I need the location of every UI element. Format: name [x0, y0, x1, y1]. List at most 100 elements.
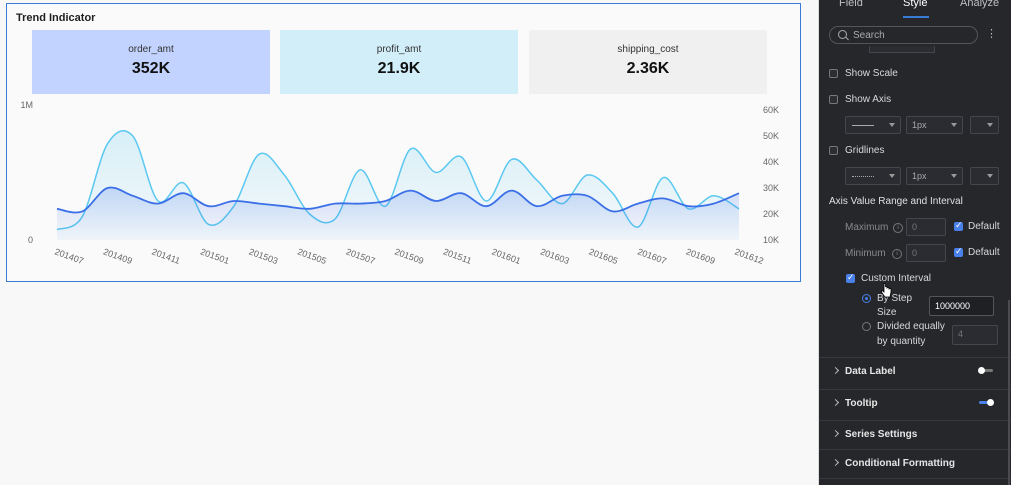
- x-axis-tick: 201601: [490, 246, 522, 266]
- x-axis-tick: 201507: [345, 246, 377, 266]
- toggle-knob: [987, 399, 994, 406]
- x-axis-tick: 201505: [296, 246, 328, 266]
- axis-range-title: Axis Value Range and Interval: [829, 196, 963, 207]
- left-axis-tick: 1M: [20, 100, 33, 110]
- kpi-value: 352K: [131, 60, 171, 77]
- x-axis-tick: 201407: [53, 246, 85, 266]
- chevron-right-icon: [831, 429, 840, 438]
- kpi-profit-amt[interactable]: profit_amt 21.9K: [280, 30, 518, 94]
- maximum-input[interactable]: 0: [906, 218, 946, 236]
- minimum-input[interactable]: 0: [906, 244, 946, 262]
- custom-interval-label: Custom Interval: [861, 273, 932, 284]
- by-step-label-2: Size: [877, 307, 897, 318]
- step-size-input[interactable]: 1000000: [929, 296, 994, 316]
- x-axis-tick: 201511: [442, 246, 473, 265]
- chevron-down-icon: [987, 174, 993, 178]
- right-axis-tick: 30K: [763, 183, 779, 193]
- right-axis-tick: 20K: [763, 209, 779, 219]
- right-axis-tick: 60K: [763, 105, 779, 115]
- section-label: Series Settings: [845, 429, 918, 440]
- maximum-default-checkbox[interactable]: [954, 220, 963, 231]
- chevron-right-icon: [831, 398, 840, 407]
- hand-cursor-icon: [881, 283, 892, 298]
- section-divider: [819, 478, 1011, 479]
- gridline-style-select[interactable]: [845, 167, 901, 185]
- kpi-value: 2.36K: [626, 60, 670, 77]
- data-label-toggle[interactable]: [978, 367, 993, 374]
- chevron-down-icon: [987, 123, 993, 127]
- style-settings-panel: Field Style Analyze Search ⋮ Show Scale …: [819, 0, 1011, 485]
- tab-field[interactable]: Field: [839, 0, 863, 9]
- x-axis-tick: 201409: [102, 246, 134, 266]
- chevron-down-icon: [951, 123, 957, 127]
- section-series-settings[interactable]: Series Settings: [819, 420, 1011, 450]
- maximum-label: Maximum: [845, 222, 889, 233]
- minimum-label: Minimum: [845, 248, 886, 259]
- select-value: 1px: [912, 120, 927, 130]
- right-axis-tick: 50K: [763, 131, 779, 141]
- chevron-down-icon: [889, 174, 895, 178]
- toggle-knob: [978, 367, 985, 374]
- partial-select[interactable]: [869, 46, 935, 53]
- gridline-width-select[interactable]: 1px: [906, 167, 963, 185]
- section-label: Data Label: [845, 366, 896, 377]
- search-icon: [838, 30, 847, 39]
- gridline-color-select[interactable]: [970, 167, 999, 185]
- show-scale-label: Show Scale: [845, 68, 898, 79]
- quantity-input[interactable]: 4: [952, 325, 998, 345]
- x-axis-tick: 201411: [150, 246, 181, 265]
- chevron-down-icon: [889, 123, 895, 127]
- axis-line-width-select[interactable]: 1px: [906, 116, 963, 134]
- kpi-order-amt[interactable]: order_amt 352K: [32, 30, 270, 94]
- card-title: Trend Indicator: [16, 12, 96, 24]
- x-axis-tick: 201503: [248, 246, 280, 266]
- trend-line-chart[interactable]: 1M 0 60K 50K 40K 30K 20K 10K 201407 201409 20141…: [7, 96, 800, 281]
- search-box[interactable]: Search: [829, 26, 978, 44]
- show-axis-checkbox[interactable]: [829, 95, 838, 104]
- step-size-value: 1000000: [935, 301, 971, 311]
- divided-equally-radio[interactable]: [862, 322, 871, 331]
- more-options-icon[interactable]: ⋮: [986, 28, 997, 40]
- dotted-line-icon: [852, 176, 874, 178]
- trend-indicator-card[interactable]: Trend Indicator order_amt 352K profit_am…: [6, 3, 801, 282]
- tab-analyze[interactable]: Analyze: [960, 0, 1000, 9]
- custom-interval-checkbox[interactable]: [846, 272, 855, 283]
- section-tooltip[interactable]: Tooltip: [819, 389, 1011, 419]
- x-axis-tick: 201612: [733, 246, 765, 266]
- gridlines-label: Gridlines: [845, 145, 885, 156]
- x-axis-tick: 201501: [199, 246, 231, 266]
- section-data-label[interactable]: Data Label: [819, 357, 1011, 387]
- section-conditional-formatting[interactable]: Conditional Formatting: [819, 449, 1011, 479]
- x-axis-tick: 201607: [636, 246, 668, 266]
- info-icon: i: [892, 249, 902, 259]
- kpi-label: shipping_cost: [617, 44, 679, 55]
- kpi-label: order_amt: [128, 44, 174, 55]
- maximum-value: 0: [912, 222, 918, 232]
- active-tab-indicator: [903, 16, 929, 18]
- by-step-size-radio[interactable]: [862, 294, 871, 303]
- minimum-default-checkbox[interactable]: [954, 246, 963, 257]
- series-2-area: [57, 187, 739, 240]
- panel-divider: [818, 0, 819, 485]
- right-axis-tick: 40K: [763, 157, 779, 167]
- x-axis-tick: 201603: [539, 246, 571, 266]
- panel-scrollbar[interactable]: [1008, 300, 1010, 485]
- divided-label-1: Divided equally: [877, 321, 945, 332]
- chevron-down-icon: [951, 174, 957, 178]
- tooltip-toggle[interactable]: [979, 399, 994, 406]
- axis-line-style-select[interactable]: [845, 116, 901, 134]
- kpi-label: profit_amt: [376, 44, 422, 55]
- x-axis-tick: 201605: [588, 246, 620, 266]
- select-value: 1px: [912, 171, 927, 181]
- default-label: Default: [968, 221, 1000, 232]
- show-scale-checkbox[interactable]: [829, 69, 838, 78]
- search-input[interactable]: Search: [853, 30, 885, 41]
- quantity-value: 4: [958, 329, 964, 339]
- gridlines-checkbox[interactable]: [829, 146, 838, 155]
- tab-style[interactable]: Style: [903, 0, 928, 9]
- panel-tabs: Field Style Analyze: [819, 0, 1011, 22]
- solid-line-icon: [852, 125, 874, 127]
- kpi-shipping-cost[interactable]: shipping_cost 2.36K: [529, 30, 767, 94]
- left-axis-tick: 0: [28, 235, 33, 245]
- axis-line-color-select[interactable]: [970, 116, 999, 134]
